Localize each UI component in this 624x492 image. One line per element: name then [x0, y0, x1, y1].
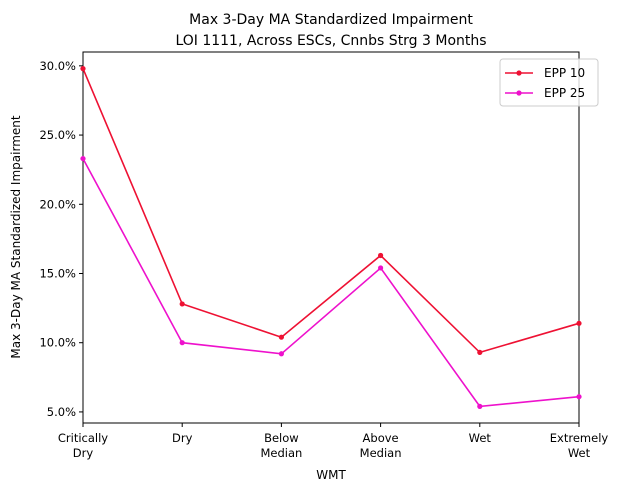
series-lines: [80, 66, 582, 409]
legend: EPP 10 EPP 25: [499, 58, 599, 107]
legend-label: EPP 25: [544, 86, 585, 100]
data-point: [378, 265, 384, 271]
legend-marker: [516, 70, 522, 76]
series-line-1: [82, 68, 580, 354]
y-tick-label: 10.0%: [39, 336, 76, 350]
data-point: [179, 340, 185, 346]
y-tick-label: 20.0%: [39, 197, 76, 211]
legend-marker: [516, 90, 522, 96]
y-tick-label: 15.0%: [39, 266, 76, 280]
y-tick-label: 25.0%: [39, 128, 76, 142]
y-axis-label: Max 3-Day MA Standardized Impairment: [9, 115, 23, 358]
data-point: [278, 351, 284, 357]
x-tick-label: Dry: [172, 431, 193, 445]
x-tick-label: Wet: [469, 431, 492, 445]
data-point: [278, 334, 284, 340]
legend-label: EPP 10: [544, 66, 585, 80]
x-tick-label: Wet: [568, 446, 591, 460]
data-point: [80, 155, 86, 162]
x-tick-label: Dry: [73, 446, 94, 460]
x-tick-label: Median: [360, 446, 402, 460]
chart-title-line-2: LOI 1111, Across ESCs, Cnnbs Strg 3 Mont…: [175, 33, 486, 49]
x-tick-label: Median: [260, 446, 302, 460]
x-axis-label: WMT: [316, 468, 346, 482]
data-point: [477, 403, 483, 409]
legend-box: [499, 58, 599, 107]
y-tick-label: 5.0%: [47, 405, 76, 419]
y-axis-ticks: 5.0% 10.0% 15.0% 20.0% 25.0% 30.0%: [39, 59, 83, 419]
series-line-2: [82, 158, 580, 408]
y-tick-label: 30.0%: [39, 59, 76, 73]
data-point: [179, 301, 185, 307]
data-point: [576, 320, 582, 326]
x-tick-label: Above: [363, 431, 399, 445]
data-point: [477, 349, 483, 355]
plot-area-frame: [82, 51, 580, 424]
x-tick-label: Critically: [58, 431, 108, 445]
data-point: [378, 252, 384, 259]
chart-title-line-1: Max 3-Day MA Standardized Impairment: [189, 12, 473, 28]
data-point: [80, 66, 86, 72]
data-point: [576, 394, 582, 400]
x-tick-label: Extremely: [550, 431, 609, 445]
x-tick-label: Below: [264, 431, 299, 445]
